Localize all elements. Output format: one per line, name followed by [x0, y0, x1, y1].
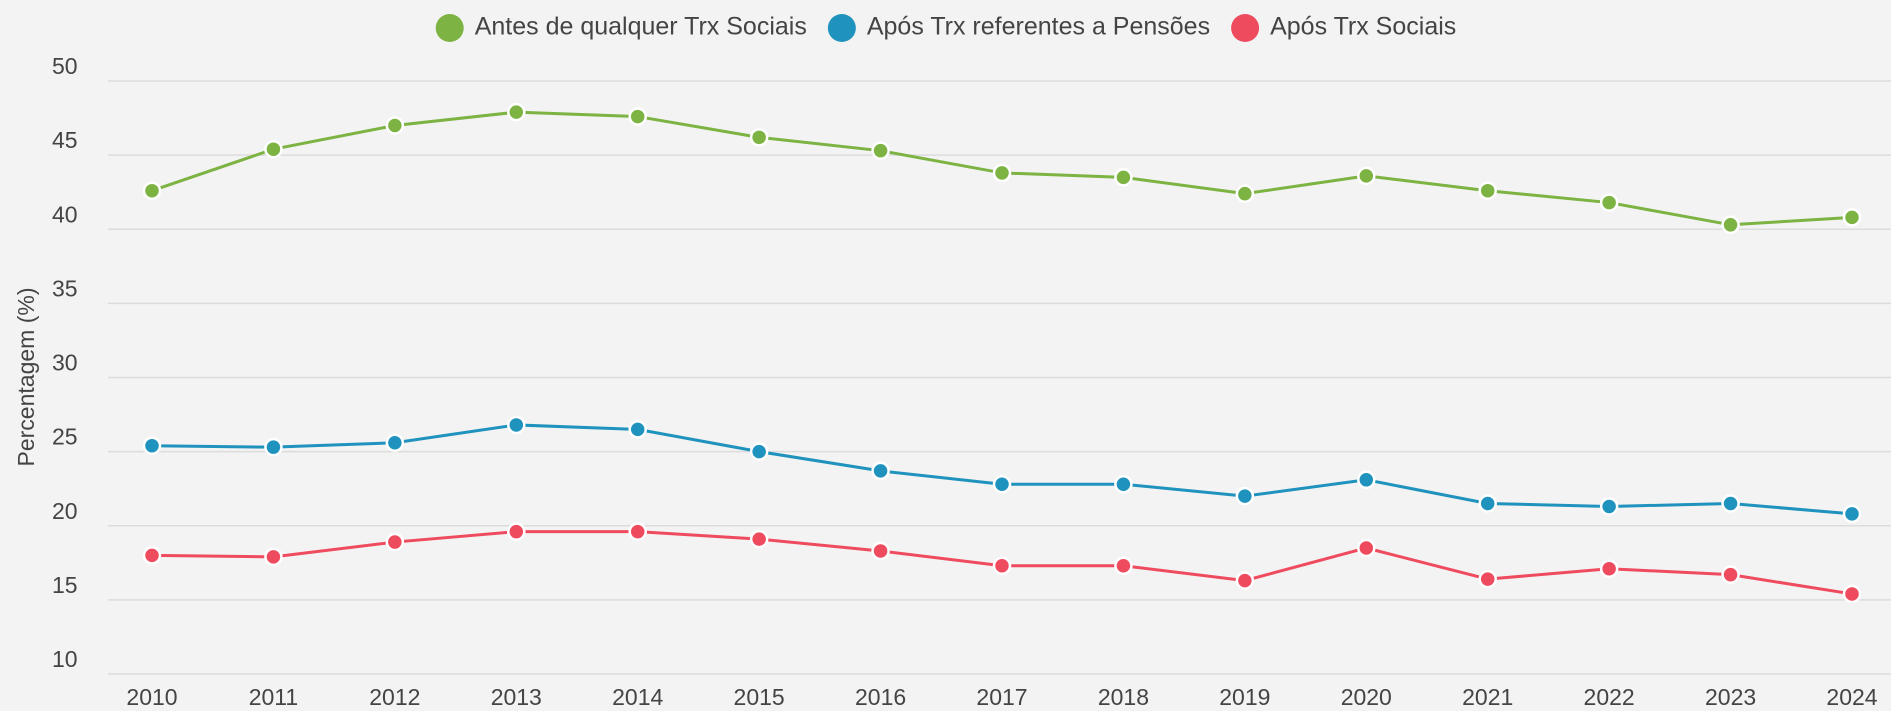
data-point [507, 415, 526, 435]
data-point [1842, 584, 1862, 604]
x-tick-label: 2024 [1826, 684, 1877, 710]
data-point [992, 474, 1012, 494]
data-point [385, 116, 405, 135]
data-point [628, 522, 647, 541]
data-point [628, 107, 647, 126]
data-point [1721, 494, 1740, 513]
x-tick-label: 2012 [369, 684, 420, 710]
y-tick-label: 30 [52, 350, 78, 376]
data-point [749, 128, 769, 147]
y-tick-label: 45 [52, 127, 78, 153]
data-point [1114, 168, 1133, 187]
data-point [1235, 486, 1255, 506]
data-point [992, 163, 1012, 183]
x-tick-label: 2021 [1462, 684, 1513, 710]
data-point [1357, 538, 1376, 558]
data-point [749, 442, 769, 461]
legend-label: Antes de qualquer Trx Sociais [475, 13, 807, 41]
data-point [142, 436, 162, 455]
y-tick-label: 15 [52, 572, 78, 598]
y-tick-label: 35 [52, 275, 78, 301]
legend-marker [435, 14, 464, 42]
data-point [1114, 556, 1133, 576]
data-point [871, 541, 890, 561]
x-tick-label: 2020 [1341, 684, 1392, 710]
data-point [507, 102, 526, 122]
y-axis-label: Percentagem (%) [13, 288, 39, 467]
data-point [992, 556, 1012, 576]
y-tick-label: 20 [52, 498, 78, 524]
data-point [385, 433, 405, 452]
x-tick-label: 2023 [1705, 684, 1756, 710]
x-tick-label: 2017 [976, 684, 1027, 710]
data-point [1599, 559, 1619, 578]
x-tick-label: 2016 [855, 684, 906, 710]
x-tick-label: 2010 [126, 684, 177, 710]
legend-marker [827, 14, 856, 42]
data-point [142, 546, 162, 565]
data-point [264, 139, 283, 159]
x-tick-label: 2011 [249, 684, 298, 710]
y-tick-label: 10 [52, 646, 78, 672]
data-point [385, 532, 405, 552]
data-point [749, 529, 769, 549]
data-point [1478, 181, 1497, 200]
data-point [1478, 494, 1497, 513]
data-point [1114, 474, 1133, 494]
x-tick-label: 2015 [734, 684, 785, 710]
y-tick-label: 25 [52, 424, 78, 450]
data-point [264, 547, 283, 567]
data-point [1842, 208, 1862, 227]
data-point [1357, 166, 1376, 186]
legend-label: Após Trx Sociais [1270, 13, 1456, 41]
x-tick-label: 2018 [1098, 684, 1149, 710]
legend-label: Após Trx referentes a Pensões [867, 13, 1210, 41]
data-point [142, 181, 162, 200]
x-tick-label: 2019 [1219, 684, 1270, 710]
x-tick-label: 2014 [612, 684, 663, 710]
y-tick-label: 50 [52, 53, 78, 79]
data-point [1357, 470, 1376, 490]
data-point [1599, 497, 1619, 516]
data-point [871, 141, 890, 160]
x-tick-label: 2013 [491, 684, 542, 710]
data-point [264, 437, 283, 457]
data-point [1721, 215, 1740, 235]
data-point [1599, 193, 1619, 212]
data-point [1842, 504, 1862, 524]
data-point [871, 461, 890, 481]
x-tick-label: 2022 [1584, 684, 1635, 710]
legend-marker [1231, 14, 1260, 42]
data-point [1478, 569, 1497, 589]
data-point [507, 522, 526, 541]
data-point [1721, 565, 1740, 584]
data-point [1235, 571, 1255, 590]
y-tick-label: 40 [52, 201, 78, 227]
data-point [628, 420, 647, 439]
data-point [1235, 184, 1255, 203]
